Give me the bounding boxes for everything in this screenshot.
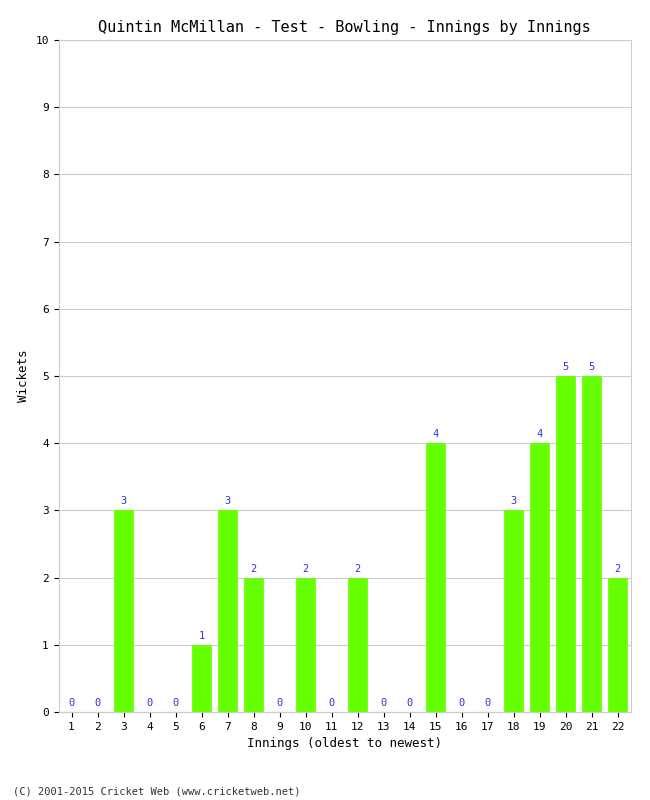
Bar xyxy=(192,645,211,712)
Text: 0: 0 xyxy=(276,698,283,708)
Text: 0: 0 xyxy=(328,698,335,708)
Text: 0: 0 xyxy=(68,698,75,708)
Bar xyxy=(582,376,601,712)
Bar xyxy=(114,510,133,712)
Bar xyxy=(426,443,445,712)
Bar xyxy=(348,578,367,712)
Text: 5: 5 xyxy=(562,362,569,372)
Bar xyxy=(530,443,549,712)
Text: 0: 0 xyxy=(380,698,387,708)
Text: 0: 0 xyxy=(406,698,413,708)
Text: 2: 2 xyxy=(614,563,621,574)
Text: 2: 2 xyxy=(354,563,361,574)
Text: 3: 3 xyxy=(224,496,231,506)
Bar xyxy=(244,578,263,712)
X-axis label: Innings (oldest to newest): Innings (oldest to newest) xyxy=(247,738,442,750)
Text: 4: 4 xyxy=(536,429,543,439)
Text: 0: 0 xyxy=(146,698,153,708)
Bar xyxy=(556,376,575,712)
Text: 2: 2 xyxy=(250,563,257,574)
Text: 5: 5 xyxy=(588,362,595,372)
Text: 2: 2 xyxy=(302,563,309,574)
Bar xyxy=(504,510,523,712)
Bar xyxy=(296,578,315,712)
Text: 0: 0 xyxy=(94,698,101,708)
Text: 3: 3 xyxy=(120,496,127,506)
Text: 4: 4 xyxy=(432,429,439,439)
Text: 1: 1 xyxy=(198,630,205,641)
Bar xyxy=(218,510,237,712)
Y-axis label: Wickets: Wickets xyxy=(17,350,30,402)
Text: 3: 3 xyxy=(510,496,517,506)
Text: 0: 0 xyxy=(172,698,179,708)
Title: Quintin McMillan - Test - Bowling - Innings by Innings: Quintin McMillan - Test - Bowling - Inni… xyxy=(98,20,591,34)
Text: 0: 0 xyxy=(458,698,465,708)
Text: 0: 0 xyxy=(484,698,491,708)
Bar xyxy=(608,578,627,712)
Text: (C) 2001-2015 Cricket Web (www.cricketweb.net): (C) 2001-2015 Cricket Web (www.cricketwe… xyxy=(13,786,300,796)
